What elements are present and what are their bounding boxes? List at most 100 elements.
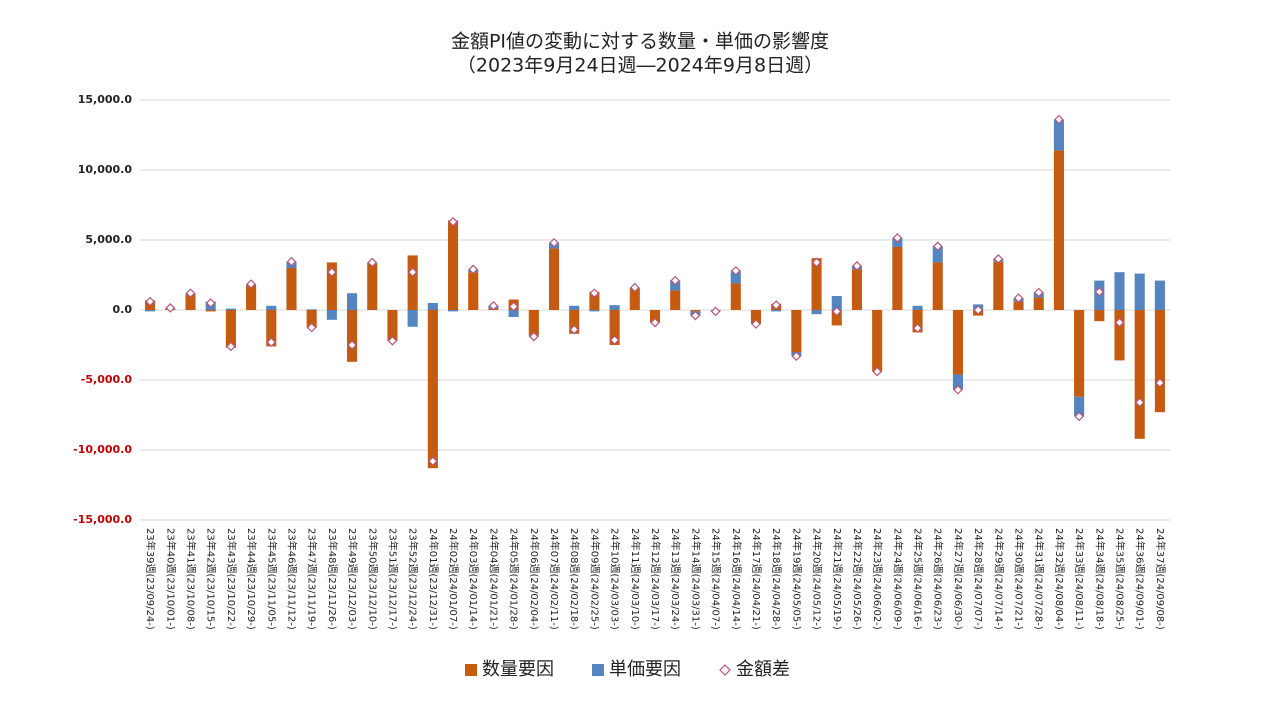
x-tick-label: 24年37週(24/09/08-) — [1154, 528, 1167, 630]
x-tick-label: 24年36週(24/09/01-) — [1134, 528, 1147, 630]
bar-segment — [266, 310, 277, 347]
y-tick-label: 15,000.0 — [78, 93, 133, 106]
bar-segment — [1053, 150, 1064, 310]
x-tick-label: 24年09週(24/02/25-) — [588, 528, 601, 630]
bar-segment — [1154, 310, 1165, 413]
bar-segment — [427, 303, 438, 310]
bar-segment — [569, 305, 580, 310]
legend-swatch — [719, 664, 731, 676]
bar-segment — [831, 296, 842, 310]
diamond-marker — [549, 237, 559, 248]
bar-segment — [690, 310, 701, 312]
diamond-marker — [145, 296, 155, 307]
bar-segment — [407, 255, 418, 310]
diamond-marker — [569, 324, 580, 335]
x-tick-label: 24年14週(24/03/31-) — [689, 528, 702, 630]
diamond-marker — [1074, 411, 1084, 422]
x-tick-label: 23年44週(23/10/29-) — [245, 528, 258, 630]
bar-segment — [326, 262, 337, 310]
diamond-marker — [246, 279, 256, 289]
bar-segment — [1154, 280, 1165, 310]
diamond-marker — [427, 456, 438, 467]
x-tick-label: 24年01週(23/12/31-) — [427, 528, 440, 630]
bar-segment — [225, 310, 236, 348]
bar-segment — [730, 283, 741, 310]
bar-segment — [649, 310, 661, 323]
x-tick-label: 24年19週(24/05/05-) — [790, 528, 803, 630]
bar-segment — [1074, 396, 1085, 417]
diamond-marker — [1033, 287, 1044, 298]
bar-segment — [851, 269, 863, 310]
bar-segment — [427, 310, 438, 469]
bar-segment — [528, 310, 539, 336]
x-tick-label: 23年51週(23/12/17-) — [386, 528, 399, 630]
x-tick-label: 24年29週(24/07/14-) — [992, 528, 1005, 630]
diamond-marker — [306, 322, 317, 333]
diamond-marker — [609, 335, 620, 345]
bar-segment — [609, 305, 620, 310]
diamond-marker — [387, 335, 398, 346]
bar-segment — [791, 310, 802, 352]
x-tick-label: 24年11週(24/03/10-) — [629, 528, 642, 630]
diamond-marker — [1054, 114, 1064, 125]
bar-segment — [367, 263, 378, 310]
x-tick-label: 24年18週(24/04/28-) — [770, 528, 783, 630]
bar-segment — [1134, 273, 1145, 310]
bar-segment — [347, 310, 358, 362]
diamond-marker — [892, 233, 903, 243]
bar-segment — [185, 294, 196, 310]
bar-segment — [932, 246, 943, 263]
bar-segment — [306, 310, 317, 329]
diamond-marker — [953, 384, 963, 395]
bar-segment — [1114, 272, 1125, 310]
x-tick-label: 24年08週(24/02/18-) — [568, 528, 581, 630]
x-tick-label: 23年39週(23/09/24-) — [144, 528, 157, 630]
diamond-marker — [165, 303, 176, 313]
y-tick-label: 10,000.0 — [78, 163, 133, 176]
x-tick-label: 23年43週(23/10/22-) — [225, 528, 238, 630]
diamond-marker — [1013, 293, 1024, 303]
bar-segment — [1114, 310, 1125, 361]
bar-segment — [347, 293, 358, 310]
diamond-marker — [367, 257, 378, 268]
x-tick-label: 24年07週(24/02/11-) — [548, 528, 561, 630]
bar-segment — [468, 272, 479, 310]
diamond-marker — [791, 351, 802, 362]
legend-label: 数量要因 — [482, 659, 554, 680]
x-tick-label: 24年34週(24/08/18-) — [1093, 528, 1106, 630]
y-tick-label: -5,000.0 — [81, 373, 133, 386]
x-tick-label: 23年46週(23/11/12-) — [285, 528, 298, 630]
legend-label: 単価要因 — [609, 659, 681, 680]
diamond-marker — [650, 317, 660, 328]
diamond-marker — [852, 261, 862, 271]
diamond-marker — [811, 257, 822, 268]
x-tick-label: 23年52週(23/12/24-) — [407, 528, 420, 630]
x-tick-label: 24年27週(24/06/30-) — [952, 528, 965, 630]
y-tick-label: 5,000.0 — [85, 233, 132, 246]
bar-segment — [266, 305, 277, 310]
x-tick-label: 23年50週(23/12/10-) — [366, 528, 379, 630]
x-tick-label: 24年25週(24/06/16-) — [912, 528, 925, 630]
bar-segment — [387, 310, 398, 341]
diamond-marker — [670, 275, 681, 286]
bar-segment — [1074, 310, 1085, 397]
bar-segment — [407, 310, 418, 327]
bar-segment — [1013, 301, 1024, 310]
bar-segment — [145, 310, 156, 312]
bar-segment — [993, 261, 1004, 310]
legend-swatch — [465, 664, 477, 676]
diamond-marker — [1094, 286, 1105, 297]
bar-segment — [730, 270, 741, 284]
x-tick-label: 24年22週(24/05/26-) — [851, 528, 864, 630]
diamond-marker — [185, 288, 196, 299]
bar-segment — [670, 290, 681, 310]
x-tick-label: 24年30週(24/07/21-) — [1013, 528, 1026, 630]
diamond-marker — [751, 319, 761, 329]
bar-segment — [286, 268, 297, 310]
x-tick-label: 24年10週(24/03/03-) — [609, 528, 622, 630]
bar-segment — [932, 262, 943, 310]
x-tick-label: 24年23週(24/06/02-) — [871, 528, 884, 630]
bar-segment — [1134, 310, 1145, 439]
bar-segment — [447, 310, 459, 312]
